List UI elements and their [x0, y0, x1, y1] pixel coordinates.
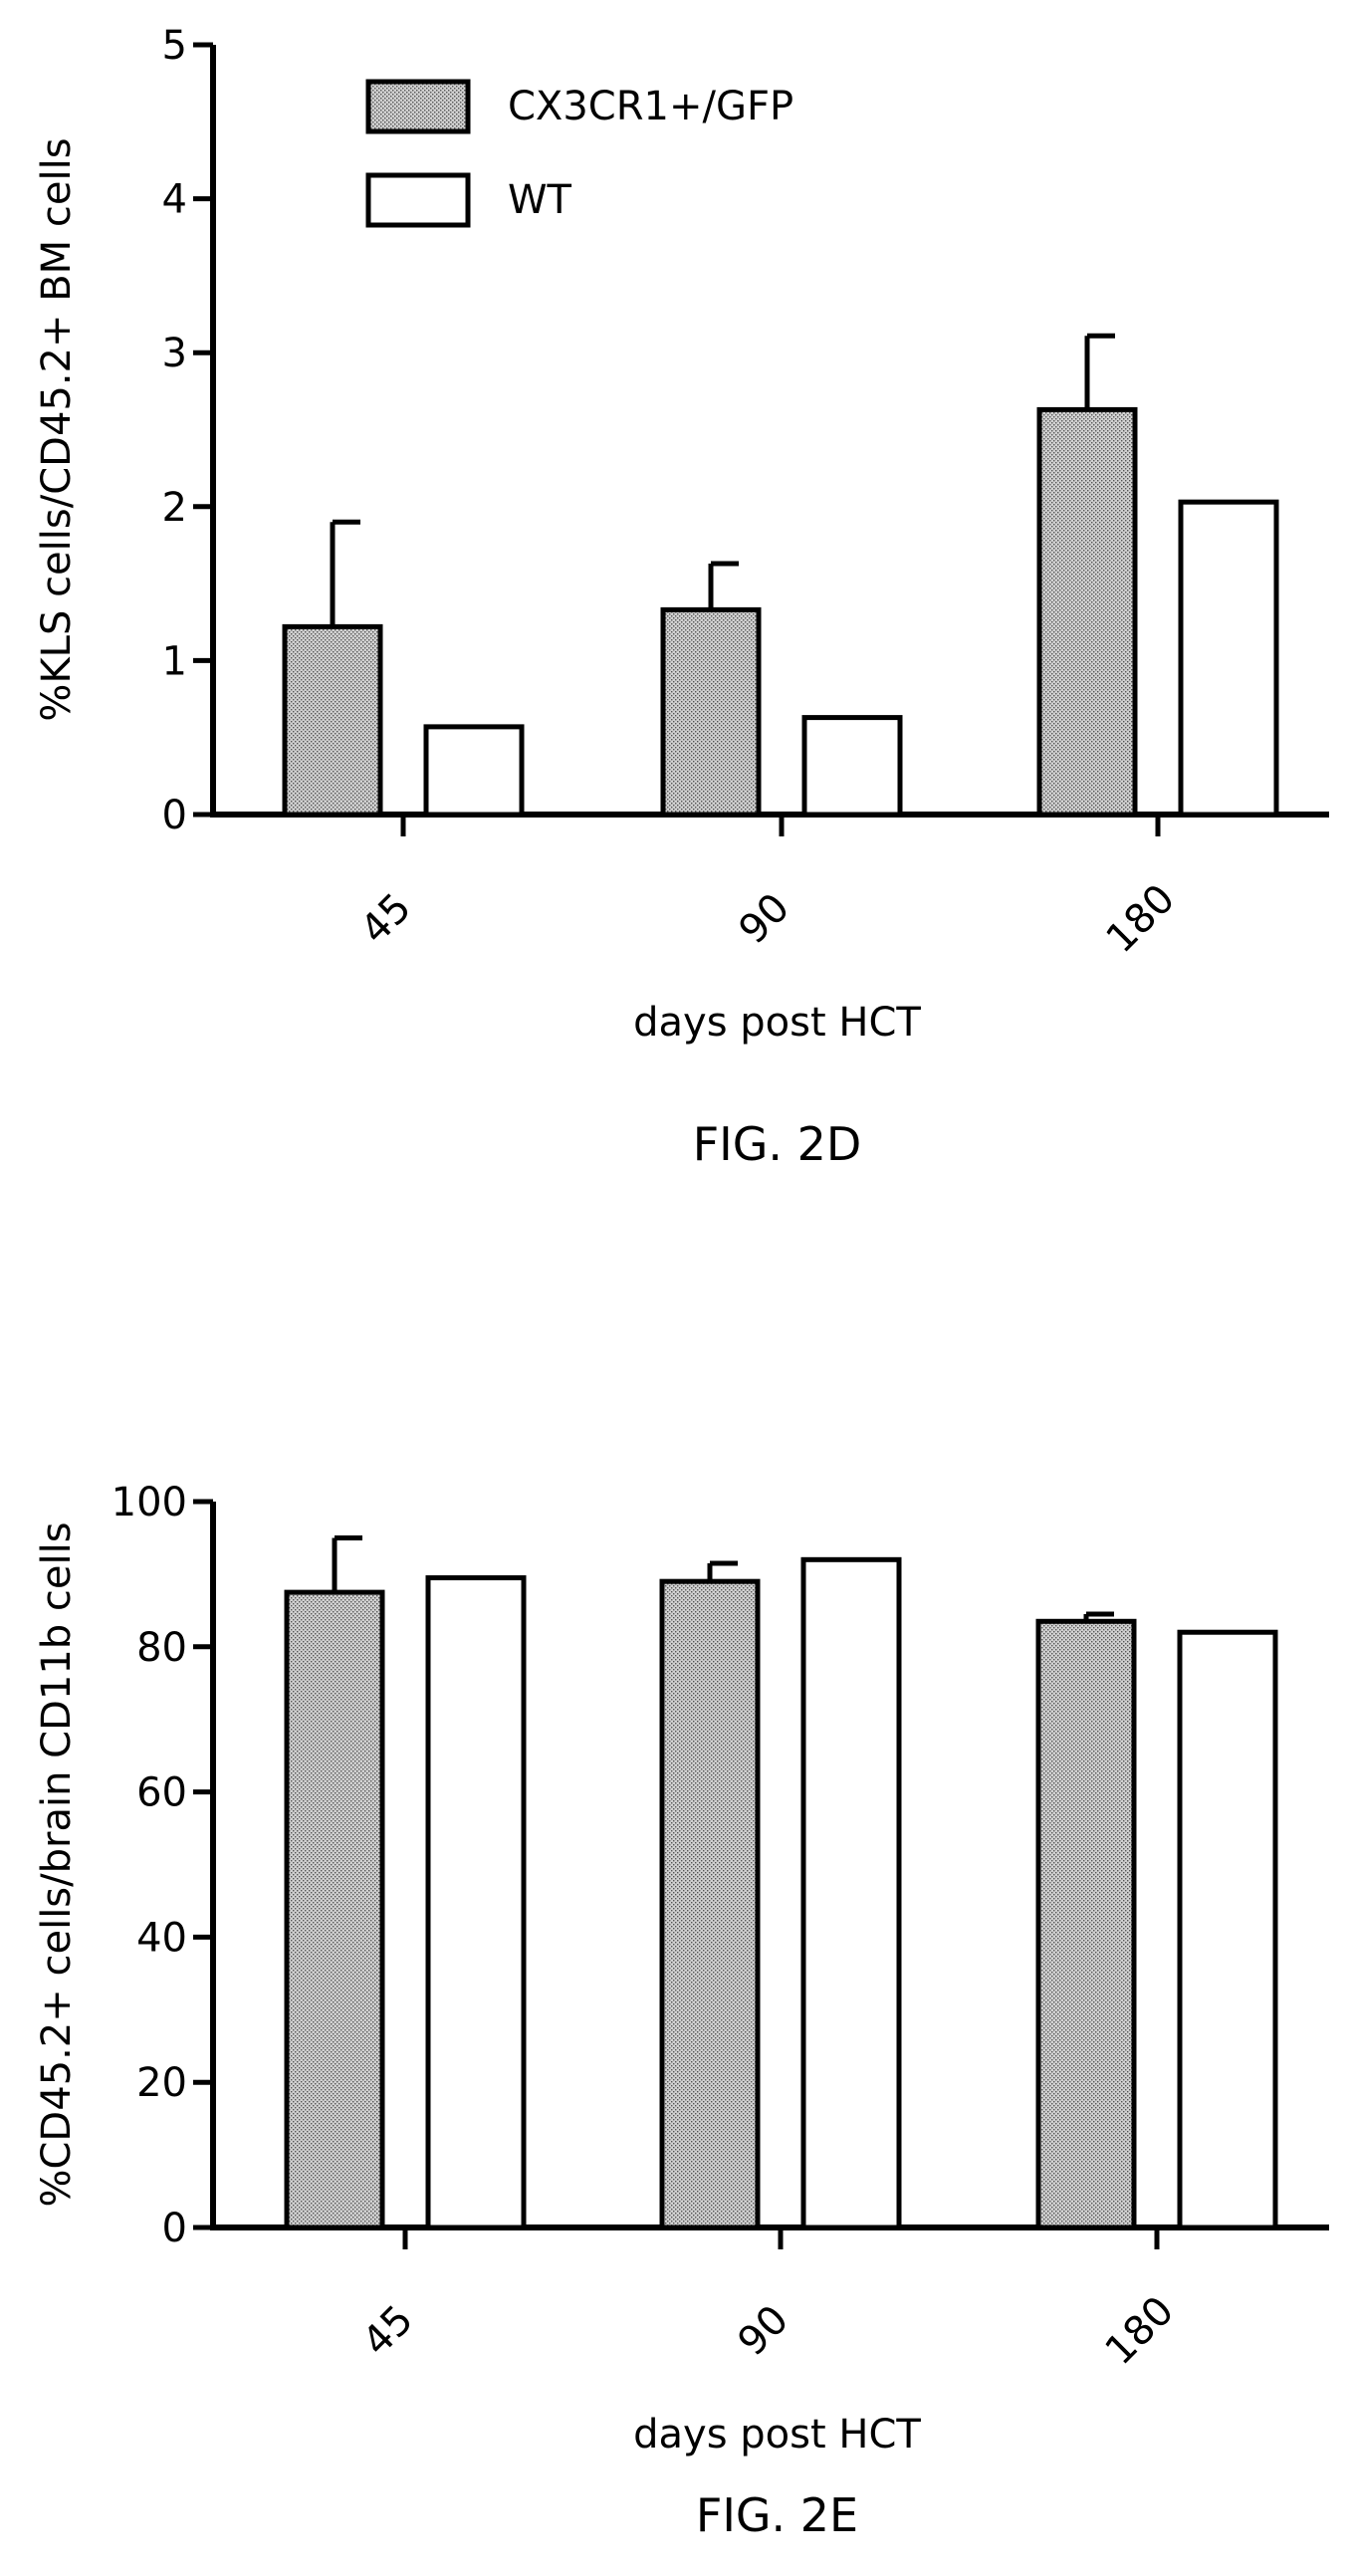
x-tick-label: 180: [1098, 876, 1185, 963]
bar-cx3cr1-gfp-90: [660, 606, 762, 818]
y-tick-label: 4: [162, 177, 187, 223]
x-axis-title: days post HCT: [633, 2412, 921, 2458]
y-tick-label: 40: [136, 1915, 187, 1961]
chart-fig-2e: 0 20 40 60 80 100 45 90 180 %CD45.2+ cells/brain …: [34, 1480, 1329, 2542]
bar-cx3cr1-gfp-180: [1035, 1618, 1137, 2230]
legend-label: CX3CR1+/GFP: [508, 84, 793, 129]
y-tick-label: 0: [162, 793, 187, 838]
y-axis-title: %CD45.2+ cells/brain CD11b cells: [34, 1522, 80, 2207]
x-tick-label: 45: [354, 2297, 423, 2366]
figure-caption: FIG. 2D: [693, 1117, 862, 1171]
bar-wt-180: [1177, 1629, 1278, 2230]
y-tick-label: 5: [162, 23, 187, 69]
x-tick-label: 45: [352, 885, 421, 954]
bar-wt-45: [423, 724, 525, 818]
legend: CX3CR1+/GFP WT: [365, 79, 793, 228]
figure-caption: FIG. 2E: [696, 2488, 858, 2542]
bar-wt-45: [425, 1575, 527, 2230]
x-tick-label: 90: [730, 2297, 798, 2366]
bar-wt-180: [1178, 499, 1279, 818]
legend-swatch: [365, 172, 471, 228]
bar-cx3cr1-gfp-45: [284, 1589, 385, 2230]
y-tick-label: 80: [136, 1625, 187, 1671]
bar-wt-90: [800, 1556, 902, 2230]
y-tick-label: 60: [136, 1770, 187, 1816]
bar-cx3cr1-gfp-45: [282, 623, 383, 818]
x-tick-label: 180: [1097, 2288, 1184, 2375]
x-tick-label: 90: [731, 885, 799, 954]
y-tick-label: 2: [162, 485, 187, 531]
y-tick-label: 3: [162, 331, 187, 376]
legend-swatch: [365, 79, 471, 134]
y-tick-label: 100: [112, 1480, 187, 1525]
y-tick-label: 1: [162, 638, 187, 684]
legend-label: WT: [508, 177, 572, 223]
bar-cx3cr1-gfp-180: [1036, 406, 1138, 818]
y-axis-title: %KLS cells/CD45.2+ BM cells: [34, 137, 80, 721]
bar-wt-90: [801, 715, 903, 818]
x-axis-title: days post HCT: [633, 1000, 921, 1046]
bar-cx3cr1-gfp-90: [659, 1578, 761, 2230]
y-tick-label: 20: [136, 2060, 187, 2106]
y-tick-label: 0: [162, 2206, 187, 2251]
